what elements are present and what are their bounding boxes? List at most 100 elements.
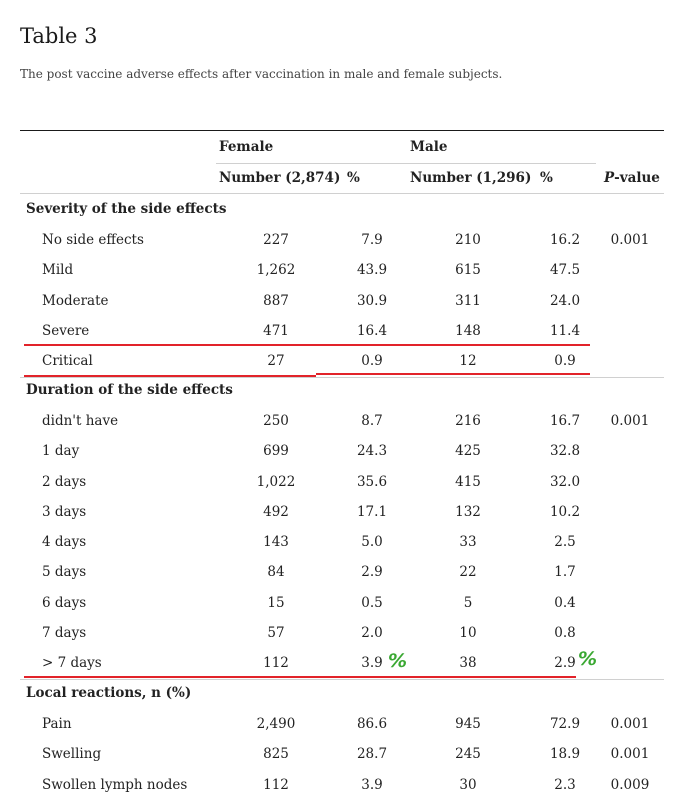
red-underline-annotation [24, 676, 576, 678]
header-male-percent: % [540, 170, 553, 186]
cell-f-n: 699 [263, 443, 289, 459]
cell-f-n: 471 [263, 323, 289, 339]
header-p-value: P-value [604, 170, 660, 186]
cell-f-n: 57 [267, 625, 285, 641]
header-female-number: Number (2,874) [219, 170, 341, 186]
row-label: 1 day [42, 443, 80, 459]
cell-m-n: 425 [455, 443, 481, 459]
cell-m-n: 12 [459, 353, 477, 369]
cell-f-n: 84 [267, 564, 285, 580]
header-male: Male [410, 139, 448, 155]
cell-m-n: 210 [455, 232, 481, 248]
cell-f-n: 887 [263, 293, 289, 309]
cell-f-pct: 17.1 [356, 504, 388, 520]
cell-m-n: 5 [463, 595, 473, 611]
cell-f-pct: 2.0 [361, 625, 383, 641]
cell-p: 0.001 [610, 413, 650, 429]
section-label: Severity of the side effects [26, 201, 227, 217]
row-label: No side effects [42, 232, 144, 248]
cell-f-pct: 3.9 [361, 655, 383, 671]
cell-m-pct: 16.2 [549, 232, 581, 248]
row-label: Critical [42, 353, 93, 369]
cell-f-n: 227 [263, 232, 289, 248]
cell-f-n: 250 [263, 413, 289, 429]
cell-m-n: 615 [455, 262, 481, 278]
header-female: Female [219, 139, 274, 155]
table-title: Table 3 [20, 24, 98, 48]
cell-m-pct: 72.9 [549, 716, 581, 732]
cell-m-n: 945 [455, 716, 481, 732]
red-underline-annotation [24, 375, 316, 377]
cell-p: 0.001 [610, 716, 650, 732]
cell-m-pct: 16.7 [549, 413, 581, 429]
cell-m-n: 415 [455, 474, 481, 490]
row-label: 5 days [42, 564, 87, 580]
cell-f-pct: 5.0 [361, 534, 383, 550]
section-divider [20, 377, 664, 378]
cell-m-n: 22 [459, 564, 477, 580]
cell-m-n: 311 [455, 293, 481, 309]
cell-m-pct: 32.8 [549, 443, 581, 459]
row-label: 3 days [42, 504, 87, 520]
cell-p: 0.001 [610, 746, 650, 762]
row-label: Severe [42, 323, 90, 339]
cell-f-pct: 3.9 [361, 777, 383, 793]
row-label: Pain [42, 716, 72, 732]
cell-m-pct: 2.9 [554, 655, 576, 671]
row-label: Mild [42, 262, 74, 278]
cell-m-pct: 0.4 [554, 595, 576, 611]
row-label: didn't have [42, 413, 119, 429]
p-suffix: -value [614, 170, 660, 186]
cell-f-pct: 24.3 [356, 443, 388, 459]
p-italic: P [604, 170, 615, 186]
cell-f-pct: 30.9 [356, 293, 388, 309]
red-underline-annotation [24, 344, 590, 346]
header-group-rule [216, 163, 596, 164]
cell-p: 0.001 [610, 232, 650, 248]
section-label: Local reactions, n (%) [26, 685, 192, 701]
cell-f-n: 1,022 [256, 474, 296, 490]
cell-m-pct: 2.5 [554, 534, 576, 550]
section-divider [20, 679, 664, 680]
row-label: 2 days [42, 474, 87, 490]
cell-m-n: 38 [459, 655, 477, 671]
cell-f-pct: 2.9 [361, 564, 383, 580]
row-label: Swollen lymph nodes [42, 777, 188, 793]
cell-m-pct: 24.0 [549, 293, 581, 309]
cell-f-pct: 0.9 [361, 353, 383, 369]
cell-p: 0.009 [610, 777, 650, 793]
cell-m-n: 30 [459, 777, 477, 793]
cell-f-pct: 8.7 [361, 413, 383, 429]
cell-f-pct: 86.6 [356, 716, 388, 732]
row-label: Swelling [42, 746, 102, 762]
cell-f-n: 825 [263, 746, 289, 762]
cell-m-n: 33 [459, 534, 477, 550]
cell-m-pct: 10.2 [549, 504, 581, 520]
cell-f-n: 1,262 [256, 262, 296, 278]
red-underline-annotation [316, 373, 590, 375]
cell-m-n: 10 [459, 625, 477, 641]
cell-f-n: 112 [263, 655, 289, 671]
cell-f-pct: 0.5 [361, 595, 383, 611]
cell-f-n: 112 [263, 777, 289, 793]
cell-f-pct: 28.7 [356, 746, 388, 762]
table-top-rule [20, 130, 664, 131]
row-label: Moderate [42, 293, 109, 309]
cell-f-pct: 7.9 [361, 232, 383, 248]
cell-f-pct: 43.9 [356, 262, 388, 278]
cell-m-n: 148 [455, 323, 481, 339]
cell-m-n: 245 [455, 746, 481, 762]
cell-m-pct: 2.3 [554, 777, 576, 793]
cell-m-pct: 47.5 [549, 262, 581, 278]
row-label: > 7 days [42, 655, 102, 671]
cell-m-pct: 0.8 [554, 625, 576, 641]
header-bottom-rule [20, 193, 664, 194]
green-percent-annotation: % [388, 650, 408, 672]
cell-m-pct: 11.4 [549, 323, 581, 339]
green-percent-annotation: % [578, 648, 598, 670]
header-female-percent: % [347, 170, 360, 186]
cell-m-pct: 32.0 [549, 474, 581, 490]
cell-m-n: 216 [455, 413, 481, 429]
cell-m-pct: 0.9 [554, 353, 576, 369]
cell-m-pct: 1.7 [554, 564, 576, 580]
